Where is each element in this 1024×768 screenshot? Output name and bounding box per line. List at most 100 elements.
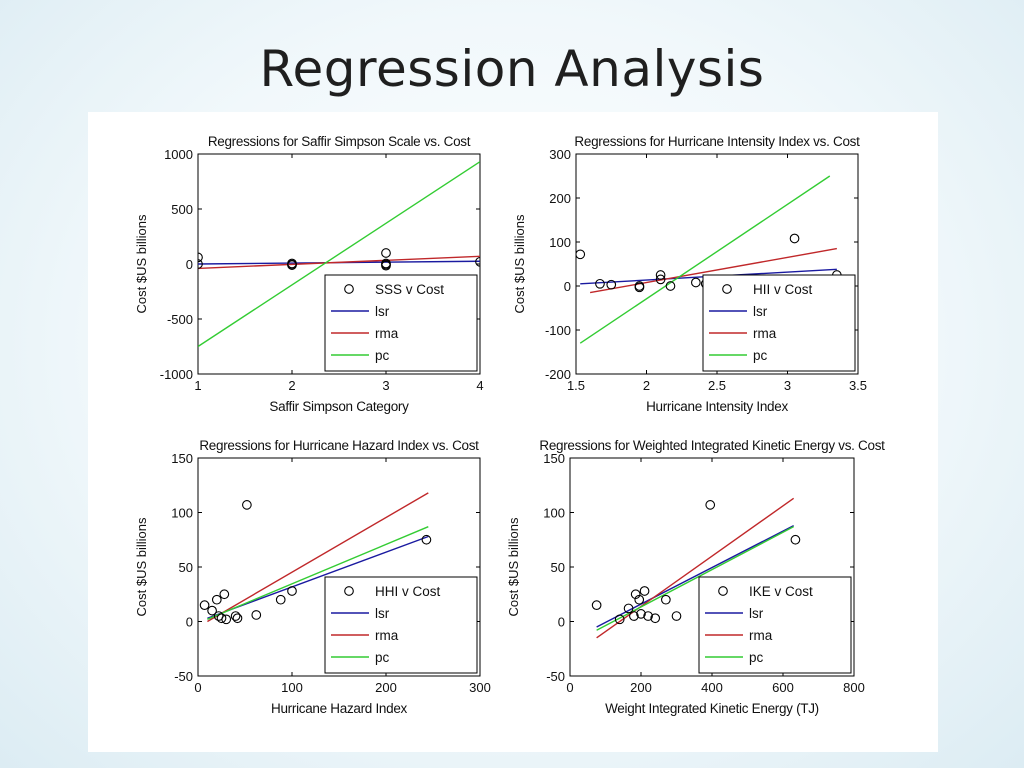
- y-tick-label: -50: [174, 669, 193, 684]
- data-point: [207, 605, 217, 616]
- y-axis-label: Cost $US billions: [134, 517, 149, 616]
- data-point: [606, 279, 617, 290]
- plot-area: [591, 497, 801, 639]
- regression-line-lsr: [596, 524, 794, 628]
- legend-marker: [344, 284, 354, 294]
- legend: HHI v Cost lsr rma pc: [324, 576, 478, 674]
- data-point: [287, 260, 297, 270]
- regression-line-rma: [207, 492, 429, 623]
- legend-marker: [344, 586, 354, 596]
- regression-line-rma: [198, 255, 480, 270]
- x-tick-label: 200: [630, 680, 652, 695]
- legend-label: lsr: [753, 304, 768, 319]
- data-point: [232, 613, 243, 624]
- legend-marker: [718, 586, 728, 596]
- y-tick-label: 1000: [164, 147, 193, 162]
- data-point: [705, 500, 716, 510]
- y-tick-label: 500: [171, 202, 193, 217]
- x-tick-label: 3: [784, 378, 791, 393]
- y-axis-label: Cost $US billions: [134, 214, 149, 313]
- y-axis-label: Cost $US billions: [506, 517, 521, 616]
- legend-label: pc: [375, 650, 390, 665]
- y-tick-label: 300: [549, 147, 571, 162]
- plot-area: [199, 492, 432, 625]
- y-tick-label: 0: [186, 257, 193, 272]
- data-point: [634, 282, 645, 293]
- y-tick-label: 0: [186, 615, 193, 630]
- x-tick-label: 1: [194, 378, 201, 393]
- x-tick-label: 4: [476, 378, 483, 393]
- data-point: [242, 500, 252, 510]
- legend-label: lsr: [749, 606, 764, 621]
- legend-label: HII v Cost: [753, 282, 813, 297]
- data-point: [475, 256, 480, 267]
- data-point: [634, 594, 645, 605]
- y-tick-label: 0: [564, 279, 571, 294]
- legend-label: pc: [749, 650, 764, 665]
- y-tick-label: 200: [549, 191, 571, 206]
- x-tick-label: 1.5: [567, 378, 585, 393]
- chart-title: Regressions for Hurricane Hazard Index v…: [199, 438, 479, 453]
- data-point: [660, 594, 671, 605]
- y-tick-label: 100: [543, 506, 565, 521]
- data-point: [650, 613, 661, 624]
- legend-label: IKE v Cost: [749, 584, 813, 599]
- regression-figure: 1 2 3 4 1000 500 0 -500 -1000 Regressions for Saf…: [88, 112, 938, 752]
- chart-panel-1: 1 2 3 4 1000 500 0 -500 -1000 Regressions for Saf…: [134, 134, 484, 414]
- y-tick-label: -500: [167, 312, 193, 327]
- data-point: [381, 260, 391, 271]
- x-tick-label: 0: [194, 680, 201, 695]
- data-point: [789, 233, 800, 244]
- legend-box: [698, 576, 852, 674]
- x-tick-label: 0: [566, 680, 573, 695]
- y-tick-label: 100: [171, 506, 193, 521]
- legend-marker: [722, 284, 732, 294]
- legend-label: rma: [375, 326, 399, 341]
- legend-label: pc: [375, 348, 390, 363]
- data-point: [690, 277, 701, 288]
- data-point: [421, 534, 432, 545]
- x-tick-label: 200: [375, 680, 397, 695]
- legend-label: HHI v Cost: [375, 584, 441, 599]
- y-tick-label: -200: [545, 367, 571, 382]
- x-tick-label: 2: [643, 378, 650, 393]
- slide-title: Regression Analysis: [259, 40, 765, 98]
- data-point: [630, 589, 641, 600]
- x-tick-label: 800: [843, 680, 865, 695]
- x-tick-label: 2: [288, 378, 295, 393]
- legend-label: rma: [375, 628, 399, 643]
- data-point: [251, 610, 262, 620]
- data-point: [216, 613, 227, 624]
- data-point: [275, 594, 286, 605]
- data-point: [591, 600, 602, 611]
- x-tick-label: 3.5: [849, 378, 867, 393]
- data-point: [665, 281, 676, 291]
- x-tick-label: 300: [469, 680, 491, 695]
- data-point: [230, 611, 241, 621]
- regression-line-rma: [589, 247, 837, 294]
- legend-label: SSS v Cost: [375, 282, 444, 297]
- data-point: [639, 586, 650, 596]
- legend-label: rma: [749, 628, 773, 643]
- data-point: [595, 278, 605, 289]
- legend-label: lsr: [375, 606, 390, 621]
- chart-title: Regressions for Weighted Integrated Kine…: [539, 438, 885, 453]
- data-point: [671, 611, 682, 621]
- x-axis-label: Hurricane Hazard Index: [271, 701, 408, 716]
- legend: HII v Cost lsr rma pc: [702, 274, 856, 372]
- x-tick-label: 400: [701, 680, 723, 695]
- x-tick-label: 2.5: [708, 378, 726, 393]
- data-point: [614, 614, 625, 625]
- y-tick-label: -100: [545, 323, 571, 338]
- plot-area: [198, 161, 480, 348]
- x-tick-label: 100: [281, 680, 303, 695]
- legend-label: lsr: [375, 304, 390, 319]
- data-point: [629, 611, 639, 621]
- regression-line-pc: [579, 175, 831, 344]
- y-tick-label: 100: [549, 235, 571, 250]
- data-point: [655, 270, 666, 280]
- legend: IKE v Cost lsr rma pc: [698, 576, 852, 674]
- data-point: [576, 249, 586, 260]
